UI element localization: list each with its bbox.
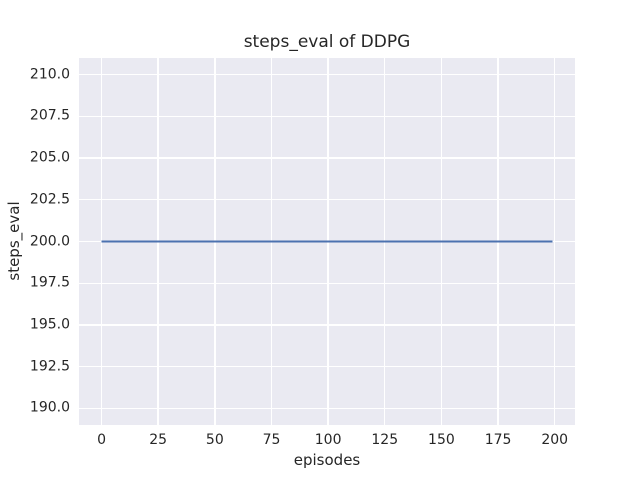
y-gridline bbox=[79, 282, 575, 284]
y-tick-label: 195.0 bbox=[29, 316, 70, 333]
x-tick-label: 175 bbox=[484, 432, 512, 448]
y-tick-label: 192.5 bbox=[29, 357, 70, 374]
chart-title: steps_eval of DDPG bbox=[243, 32, 411, 52]
y-gridline bbox=[79, 115, 575, 118]
y-tick-label: 197.5 bbox=[29, 274, 70, 291]
y-gridline bbox=[79, 73, 575, 76]
y-gridline bbox=[79, 365, 575, 368]
y-tick-label: 210.0 bbox=[29, 65, 70, 82]
y-gridline bbox=[79, 199, 575, 201]
y-gridline bbox=[79, 324, 575, 326]
x-tick-label: 0 bbox=[97, 432, 106, 448]
x-tick-label: 25 bbox=[149, 432, 168, 448]
x-tick-label: 75 bbox=[262, 432, 281, 448]
x-tick-label: 150 bbox=[428, 432, 455, 448]
y-tick-label: 200.0 bbox=[29, 232, 70, 249]
y-gridline bbox=[79, 407, 575, 409]
x-axis-label: episodes bbox=[293, 451, 361, 469]
x-tick-label: 50 bbox=[205, 432, 224, 448]
data-series-layer bbox=[101, 240, 553, 243]
x-tick-label: 100 bbox=[314, 432, 342, 448]
x-tick-label: 200 bbox=[541, 432, 569, 448]
y-tick-label: 202.5 bbox=[29, 191, 70, 208]
y-tick-label: 205.0 bbox=[29, 149, 70, 166]
y-tick-label: 190.0 bbox=[29, 399, 70, 416]
y-gridline bbox=[79, 157, 575, 159]
plot-area bbox=[79, 58, 575, 425]
y-tick-label: 207.5 bbox=[29, 107, 70, 124]
x-tick-label: 125 bbox=[371, 432, 399, 448]
